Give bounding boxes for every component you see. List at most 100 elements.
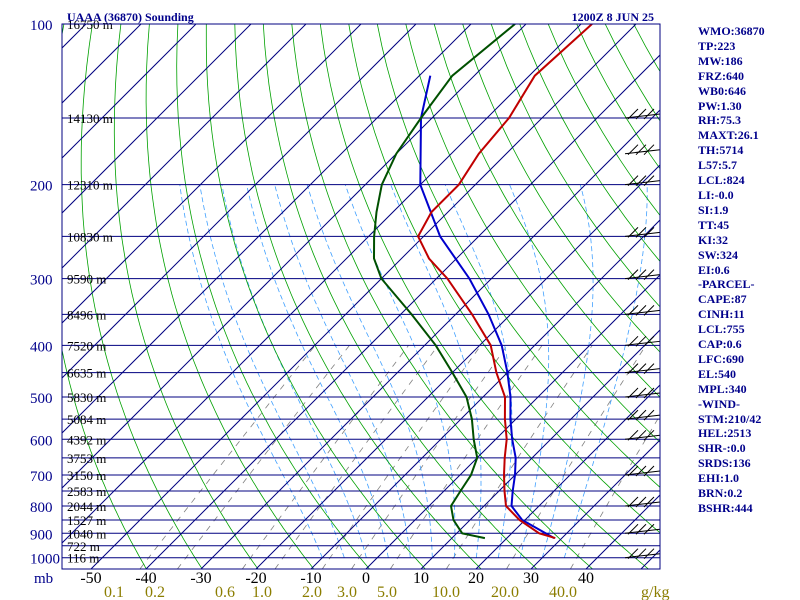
- mixing-ratio-tick-label: 0.6: [215, 584, 235, 600]
- wind-barb-feather: [643, 108, 655, 120]
- pressure-tick-label: 200: [30, 179, 53, 195]
- isotherm-line: [62, 24, 527, 489]
- wind-barb-feather: [627, 548, 639, 560]
- wind-barb: [624, 227, 661, 238]
- index-item: EHI:1.0: [698, 471, 740, 486]
- index-item: WB0:646: [698, 83, 746, 98]
- wind-barb-staff: [624, 501, 661, 507]
- mixing-ratio-line: [506, 345, 647, 569]
- index-item: LCL:824: [698, 173, 745, 188]
- wind-barb-staff: [624, 470, 661, 476]
- index-item: KI:32: [698, 232, 728, 247]
- dry-adiabat: [291, 24, 593, 569]
- isotherm-line: [530, 439, 660, 569]
- isotherm-line: [420, 329, 660, 569]
- index-item: RH:75.3: [698, 113, 741, 128]
- wind-barb-feather: [627, 144, 639, 156]
- temperature-tick-label: -30: [190, 570, 211, 587]
- wind-barb-feather: [635, 465, 647, 477]
- wind-barb: [624, 465, 661, 477]
- index-item: SI:1.9: [698, 202, 729, 217]
- isotherm-line: [475, 384, 660, 569]
- parcel-trace: [419, 75, 555, 539]
- wind-barb-staff: [624, 392, 661, 398]
- wind-barb-feather: [627, 523, 639, 535]
- wind-barb-staff: [624, 180, 661, 186]
- wind-barb-staff: [624, 368, 661, 374]
- moist-adiabat: [344, 184, 456, 558]
- mixing-ratio-line: [445, 345, 593, 569]
- height-label: 2583 m: [67, 484, 106, 499]
- height-label: 1527 m: [67, 513, 106, 528]
- wind-barb: [624, 387, 661, 399]
- wind-barb-feather: [627, 409, 639, 421]
- dry-adiabat: [145, 24, 315, 569]
- dewpoint-trace: [372, 24, 516, 540]
- wind-barb: [624, 175, 661, 187]
- height-label: 3753 m: [67, 451, 106, 466]
- height-label: 10830 m: [67, 229, 113, 244]
- wind-barb-feather: [643, 496, 655, 508]
- wind-barb-feather: [643, 523, 655, 535]
- temperature-tick-label: 40: [578, 570, 594, 587]
- wind-barb-staff: [624, 553, 661, 559]
- wind-barb-feather: [635, 496, 647, 508]
- height-label: 8496 m: [67, 307, 106, 322]
- wind-barb: [624, 305, 661, 316]
- height-label: 7520 m: [67, 338, 106, 353]
- index-item: LFC:690: [698, 351, 744, 366]
- mixing-ratio-axis: 0.1 0.2 0.6 1.0 2.0 3.0 5.0 10.0 20.0 40.0: [104, 584, 577, 600]
- height-label: 14130 m: [67, 111, 113, 126]
- mixing-ratio-tick-label: 3.0: [337, 584, 357, 600]
- wind-barb-feather: [635, 429, 647, 441]
- wind-barb-feather: [635, 227, 647, 238]
- isotherm-line: [145, 54, 660, 569]
- mixing-ratio-tick-label: 5.0: [377, 584, 397, 600]
- wind-barb-feather: [635, 175, 647, 187]
- temperature-tick-label: -20: [245, 570, 266, 587]
- wind-barb-feather: [643, 548, 655, 560]
- index-item: LCL:755: [698, 322, 745, 337]
- pressure-unit: mb: [34, 571, 53, 587]
- isotherm-line: [62, 24, 472, 434]
- wind-barb-feather: [627, 335, 639, 347]
- wind-barb: [624, 523, 661, 535]
- pressure-tick-label: 600: [30, 433, 53, 449]
- index-item: STM:210/42: [698, 411, 762, 426]
- wind-barb-staff: [624, 528, 661, 534]
- wind-barb-feather: [627, 305, 639, 316]
- mixing-ratio-line: [570, 414, 660, 569]
- indices-panel: WMO:36870 TP:223 MW:186 FRZ:640 WB0:646 PW:1.…: [698, 24, 798, 516]
- isotherm-line: [62, 24, 197, 159]
- isotherm-line: [62, 24, 252, 214]
- wind-barb-feather: [635, 548, 647, 560]
- temperature-tick-label: 0: [362, 570, 370, 587]
- wind-barb-feather: [643, 305, 655, 316]
- wind-barb-feather: [635, 335, 647, 347]
- temperature-axis: -50 -40 -30 -20 -10 0 10 20 30 40: [80, 570, 594, 587]
- dry-adiabat: [205, 24, 426, 569]
- mixing-ratio-line: [321, 345, 482, 569]
- mixing-ratio-line: [274, 345, 439, 569]
- isotherm-line: [62, 24, 417, 379]
- isotherm-line: [255, 164, 660, 569]
- chart-title: UAAA (36870) Sounding: [67, 10, 194, 24]
- wind-barb-feather: [635, 409, 647, 421]
- index-item: MAXT:26.1: [698, 128, 759, 143]
- temperature-trace: [416, 24, 593, 540]
- wind-barb-feather: [643, 269, 655, 280]
- wind-barb-feather: [635, 108, 647, 120]
- temperature-tick-label: 30: [523, 570, 539, 587]
- wind-barb-feather: [643, 175, 655, 187]
- isotherm-line: [62, 24, 307, 269]
- wind-barb: [624, 409, 661, 421]
- index-item: HEL:2513: [698, 426, 752, 441]
- height-label: 9590 m: [67, 272, 106, 287]
- height-label: 4392 m: [67, 432, 106, 447]
- isotherm-line: [365, 274, 660, 569]
- mixing-ratio-tick-label: 0.1: [104, 584, 124, 600]
- isotherm-line: [62, 24, 582, 544]
- index-item: SW:324: [698, 247, 739, 262]
